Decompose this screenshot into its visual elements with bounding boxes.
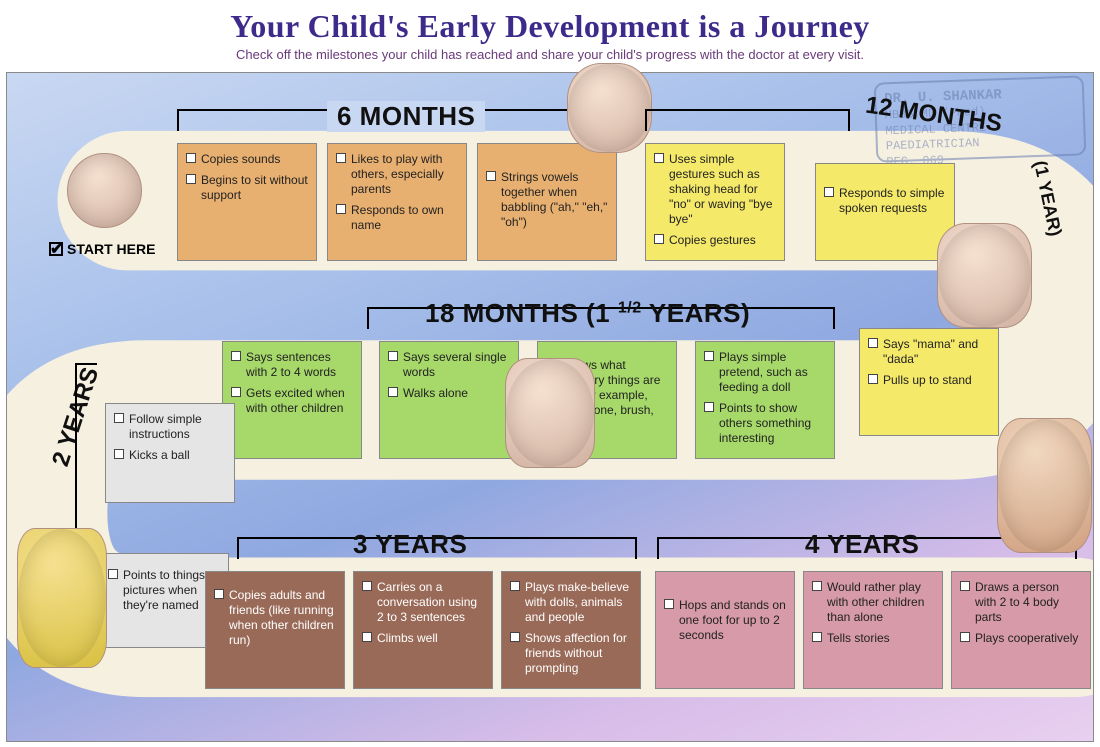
- checkbox-icon[interactable]: [812, 632, 822, 642]
- start-here-label: START HERE: [49, 241, 155, 257]
- tile-m12-3: Says "mama" and "dada" Pulls up to stand: [859, 328, 999, 436]
- checkbox-icon[interactable]: [654, 234, 664, 244]
- checkbox-icon[interactable]: [664, 599, 674, 609]
- milestone-text: Copies sounds: [201, 152, 308, 167]
- milestone-text: Copies gestures: [669, 233, 776, 248]
- page-header: Your Child's Early Development is a Jour…: [0, 0, 1100, 66]
- milestone-text: Likes to play with others, especially pa…: [351, 152, 458, 197]
- checkbox-icon[interactable]: [868, 338, 878, 348]
- milestone-text: Responds to own name: [351, 203, 458, 233]
- milestone-text: Tells stories: [827, 631, 934, 646]
- tile-m6-1: Copies sounds Begins to sit without supp…: [177, 143, 317, 261]
- milestone-text: Says sentences with 2 to 4 words: [246, 350, 353, 380]
- start-here-checkbox-icon: [49, 242, 63, 256]
- milestone-text: Pulls up to stand: [883, 373, 990, 388]
- milestone-text: Carries on a conversation using 2 to 3 s…: [377, 580, 484, 625]
- checkbox-icon[interactable]: [704, 402, 714, 412]
- page-subtitle: Check off the milestones your child has …: [0, 47, 1100, 62]
- tile-y4-2: Would rather play with other children th…: [803, 571, 943, 689]
- label-18m-half: 1/2: [618, 299, 642, 316]
- milestone-text: Would rather play with other children th…: [827, 580, 934, 625]
- milestone-text: Hops and stands on one foot for up to 2 …: [679, 598, 786, 643]
- milestone-text: Points to show others something interest…: [719, 401, 826, 446]
- milestone-board: DR. U. SHANKAR MBBS,MD (Paed) MEDICAL CE…: [6, 72, 1094, 742]
- tile-y4-1: Hops and stands on one foot for up to 2 …: [655, 571, 795, 689]
- page-title: Your Child's Early Development is a Jour…: [0, 8, 1100, 45]
- checkbox-icon[interactable]: [231, 387, 241, 397]
- checkbox-icon[interactable]: [108, 569, 118, 579]
- checkbox-icon[interactable]: [510, 581, 520, 591]
- label-12months-b: (1 YEAR): [1029, 159, 1065, 238]
- checkbox-icon[interactable]: [824, 187, 834, 197]
- milestone-text: Draws a person with 2 to 4 body parts: [975, 580, 1082, 625]
- tile-y3-2: Carries on a conversation using 2 to 3 s…: [353, 571, 493, 689]
- start-here-text: START HERE: [67, 241, 155, 257]
- milestone-text: Plays cooperatively: [975, 631, 1082, 646]
- checkbox-icon[interactable]: [186, 174, 196, 184]
- checkbox-icon[interactable]: [114, 413, 124, 423]
- tile-y3-1: Copies adults and friends (like running …: [205, 571, 345, 689]
- tile-m12-2: Responds to simple spoken requests: [815, 163, 955, 261]
- tile-y4-3: Draws a person with 2 to 4 body parts Pl…: [951, 571, 1091, 689]
- checkbox-icon[interactable]: [960, 632, 970, 642]
- milestone-text: Climbs well: [377, 631, 484, 646]
- milestone-text: Strings vowels together when babbling ("…: [501, 170, 608, 230]
- checkbox-icon[interactable]: [868, 374, 878, 384]
- tile-y3-3: Plays make-believe with dolls, animals a…: [501, 571, 641, 689]
- checkbox-icon[interactable]: [388, 351, 398, 361]
- milestone-text: Responds to simple spoken requests: [839, 186, 946, 216]
- milestone-text: Uses simple gestures such as shaking hea…: [669, 152, 776, 227]
- checkbox-icon[interactable]: [704, 351, 714, 361]
- milestone-text: Plays simple pretend, such as feeding a …: [719, 350, 826, 395]
- milestone-text: Gets excited when with other children: [246, 386, 353, 416]
- checkbox-icon[interactable]: [186, 153, 196, 163]
- checkbox-icon[interactable]: [362, 632, 372, 642]
- milestone-text: Walks alone: [403, 386, 510, 401]
- checkbox-icon[interactable]: [214, 589, 224, 599]
- milestone-text: Follow simple instructions: [129, 412, 226, 442]
- label-18m-a: 18 MONTHS (1: [425, 298, 610, 328]
- tile-m18-4: Says sentences with 2 to 4 words Gets ex…: [222, 341, 362, 459]
- bracket-2years: [75, 363, 97, 533]
- checkbox-icon[interactable]: [654, 153, 664, 163]
- checkbox-icon[interactable]: [510, 632, 520, 642]
- label-4years: 4 YEARS: [797, 529, 927, 560]
- checkbox-icon[interactable]: [812, 581, 822, 591]
- milestone-text: Says "mama" and "dada": [883, 337, 990, 367]
- baby-start-photo: [67, 153, 142, 228]
- toddler-12mo-photo: [937, 223, 1032, 328]
- milestone-text: Plays make-believe with dolls, animals a…: [525, 580, 632, 625]
- checkbox-icon[interactable]: [336, 153, 346, 163]
- checkbox-icon[interactable]: [388, 387, 398, 397]
- toddler-18mo-photo: [505, 358, 595, 468]
- tile-y2-1: Follow simple instructions Kicks a ball: [105, 403, 235, 503]
- tile-m18-3: Says several single words Walks alone: [379, 341, 519, 459]
- tile-m18-1: Plays simple pretend, such as feeding a …: [695, 341, 835, 459]
- label-18months: 18 MONTHS (1 1/2 YEARS): [417, 298, 758, 329]
- milestone-text: Shows affection for friends without prom…: [525, 631, 632, 676]
- child-2yr-photo: [17, 528, 107, 668]
- tile-m6-2: Likes to play with others, especially pa…: [327, 143, 467, 261]
- bracket-12months: [645, 109, 850, 131]
- tile-m12-1: Uses simple gestures such as shaking hea…: [645, 143, 785, 261]
- checkbox-icon[interactable]: [336, 204, 346, 214]
- checkbox-icon[interactable]: [960, 581, 970, 591]
- label-18m-b: YEARS): [649, 298, 750, 328]
- checkbox-icon[interactable]: [362, 581, 372, 591]
- child-4yr-photo: [997, 418, 1092, 553]
- milestone-text: Kicks a ball: [129, 448, 226, 463]
- baby-6mo-photo: [567, 63, 652, 153]
- milestone-text: Begins to sit without support: [201, 173, 308, 203]
- tile-m6-3: Strings vowels together when babbling ("…: [477, 143, 617, 261]
- label-6months: 6 MONTHS: [327, 101, 485, 132]
- milestone-text: Copies adults and friends (like running …: [229, 588, 336, 648]
- label-3years: 3 YEARS: [345, 529, 475, 560]
- checkbox-icon[interactable]: [231, 351, 241, 361]
- milestone-text: Says several single words: [403, 350, 510, 380]
- checkbox-icon[interactable]: [486, 171, 496, 181]
- checkbox-icon[interactable]: [114, 449, 124, 459]
